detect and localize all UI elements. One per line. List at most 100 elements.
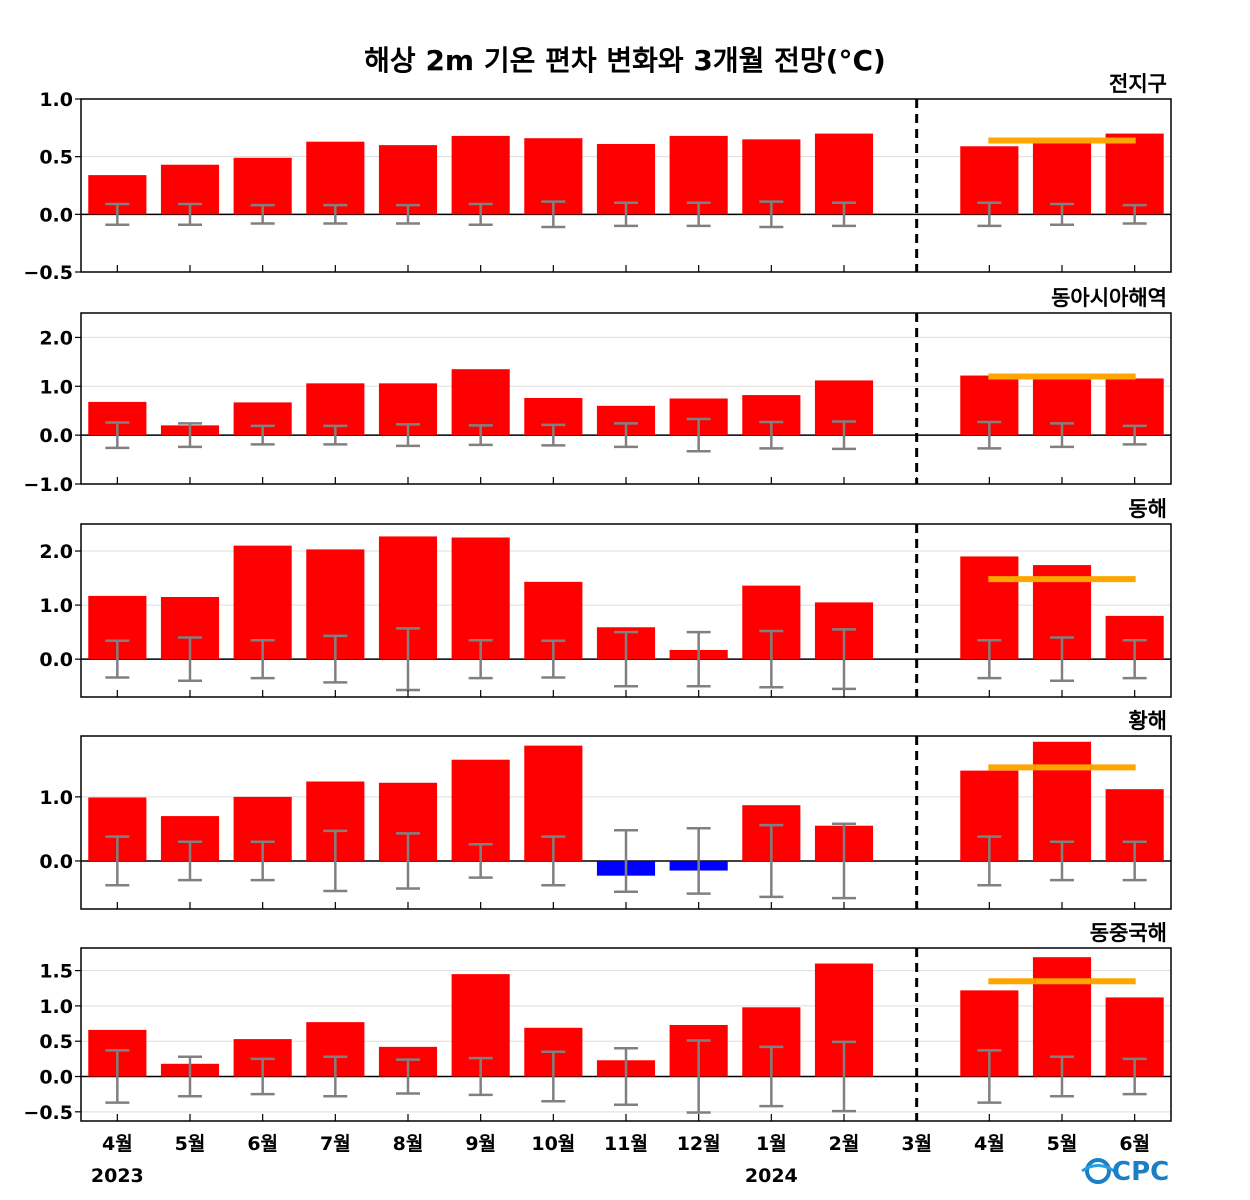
y-tick-label: 0.0	[39, 204, 73, 226]
error-bar	[977, 201, 1002, 228]
error-bar	[323, 634, 348, 684]
bar	[1032, 139, 1092, 215]
error-bar	[1122, 203, 1147, 225]
error-bar	[323, 424, 348, 446]
error-bar	[541, 423, 566, 447]
error-bar	[323, 203, 348, 225]
month-label: 4월	[102, 1133, 133, 1155]
x-axis-labels: 4월 5월 6월 7월 8월 9월 10월 11월 12월 1월 2월 3월 4월 5월 6월 2023 202…	[91, 1133, 1150, 1187]
error-bar	[541, 639, 566, 679]
error-bar	[250, 203, 275, 225]
error-bar	[250, 424, 275, 446]
error-bar	[396, 1058, 420, 1095]
error-bar	[1122, 638, 1147, 680]
y-tick-label: 0.5	[39, 1031, 73, 1053]
month-label: 9월	[465, 1133, 496, 1155]
year-label: 2024	[745, 1165, 798, 1187]
error-bar	[468, 424, 493, 447]
error-bar	[105, 639, 130, 679]
month-label: 10월	[531, 1133, 575, 1155]
error-bar	[178, 1055, 202, 1098]
region-label: 동중국해	[1090, 921, 1167, 945]
region-label: 전지구	[1109, 72, 1167, 96]
error-bar	[178, 202, 202, 226]
error-bar	[105, 1049, 130, 1104]
error-bar	[323, 829, 348, 893]
month-label: 6월	[247, 1133, 278, 1155]
error-bar	[686, 1039, 711, 1114]
error-bar	[614, 422, 638, 449]
error-bar	[832, 1040, 856, 1113]
panel-3: 2.0 1.0 0.0 동해	[39, 497, 1172, 698]
error-bar	[1122, 424, 1147, 446]
bar	[451, 537, 510, 660]
error-bar	[614, 1047, 638, 1107]
month-label: 4월	[974, 1133, 1005, 1155]
error-bar	[686, 417, 711, 453]
error-bar	[468, 1056, 493, 1097]
error-bar	[977, 638, 1002, 680]
y-tick-label: −0.5	[23, 262, 73, 284]
error-bar	[396, 627, 420, 692]
bar	[1105, 133, 1164, 215]
error-bar	[468, 202, 493, 226]
bar	[306, 141, 365, 215]
error-bar	[105, 202, 130, 226]
error-bar	[468, 843, 493, 879]
logo-text: CPC	[1112, 1157, 1169, 1187]
error-bar	[250, 1057, 275, 1096]
panel-4: 1.0 0.0 황해	[39, 709, 1172, 910]
panel-1: 1.0 0.5 0.0 −0.5 전지구	[23, 72, 1172, 284]
error-bar	[541, 1050, 566, 1103]
region-label: 황해	[1128, 709, 1167, 733]
error-bar	[1122, 1057, 1147, 1096]
y-tick-label: 0.0	[39, 425, 73, 447]
month-label: 6월	[1119, 1133, 1150, 1155]
error-bar	[105, 835, 130, 887]
y-tick-label: 1.0	[39, 595, 73, 617]
error-bar	[178, 636, 202, 683]
month-label: 3월	[901, 1133, 932, 1155]
month-label: 5월	[1047, 1133, 1078, 1155]
month-label: 1월	[756, 1133, 787, 1155]
error-bar	[396, 423, 420, 448]
error-bar	[977, 420, 1002, 450]
y-tick-label: 0.0	[39, 649, 73, 671]
panel-2: 2.0 1.0 0.0 −1.0 동아시아해역	[23, 286, 1172, 496]
month-label: 11월	[604, 1133, 648, 1155]
error-bar	[1050, 840, 1074, 882]
error-bar	[1122, 840, 1147, 882]
error-bar	[541, 200, 566, 229]
y-tick-label: 1.0	[39, 787, 73, 809]
chart-panels: 1.0 0.5 0.0 −0.5 전지구 2.0 1.0 0.0 −1.0 동아시아해역 2.0 1.…	[23, 72, 1172, 1124]
y-tick-label: 0.5	[39, 147, 73, 169]
error-bar	[396, 203, 420, 225]
error-bar	[832, 201, 856, 228]
error-bar	[686, 201, 711, 228]
panel-5: 1.5 1.0 0.5 0.0 −0.5 동중국해	[23, 921, 1172, 1124]
error-bar	[832, 822, 856, 900]
error-bar	[832, 420, 856, 451]
chart-title: 해상 2m 기온 편차 변화와 3개월 전망(°C)	[364, 44, 886, 77]
y-tick-label: 1.5	[39, 961, 73, 983]
month-label: 8월	[393, 1133, 424, 1155]
y-tick-label: −1.0	[23, 474, 73, 496]
region-label: 동아시아해역	[1051, 286, 1167, 310]
logo-ring	[1085, 1158, 1111, 1184]
y-tick-label: 2.0	[39, 327, 73, 349]
month-label: 5월	[175, 1133, 206, 1155]
error-bar	[977, 835, 1002, 887]
year-label: 2023	[91, 1165, 144, 1187]
error-bar	[614, 828, 638, 893]
bar	[814, 133, 874, 215]
y-tick-label: 2.0	[39, 541, 73, 563]
y-tick-label: 0.0	[39, 851, 73, 873]
error-bar	[1050, 422, 1074, 449]
error-bar	[759, 1045, 784, 1108]
y-tick-label: 1.0	[39, 996, 73, 1018]
error-bar	[323, 1055, 348, 1098]
bar	[378, 145, 438, 215]
error-bar	[541, 835, 566, 887]
logo-swoosh	[1081, 1164, 1115, 1173]
